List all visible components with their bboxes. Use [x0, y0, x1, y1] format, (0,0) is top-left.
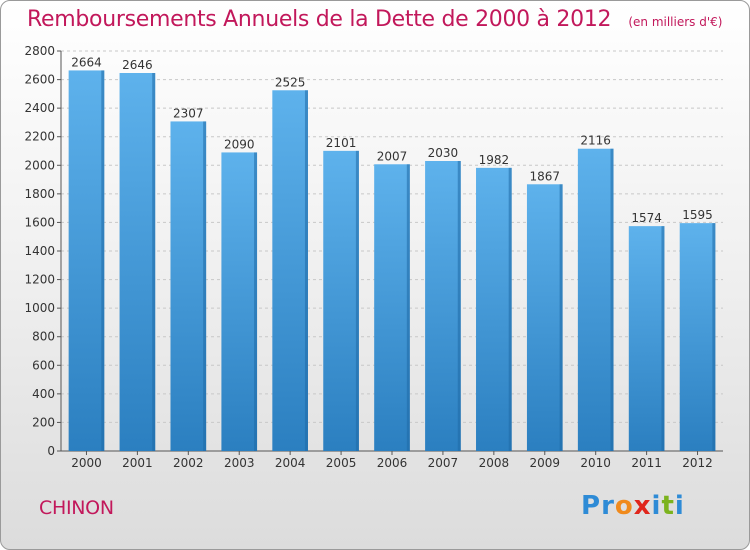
y-tick-label: 2400 [24, 101, 55, 115]
city-name: CHINON [39, 497, 114, 519]
x-tick-label: 2010 [580, 456, 611, 470]
bar-value-label: 2007 [377, 149, 408, 163]
bar-value-label: 1574 [631, 211, 662, 225]
bar-shade [304, 90, 308, 452]
bar-shade [661, 226, 665, 451]
bar [170, 121, 207, 451]
bar [221, 152, 258, 451]
bar-value-label: 1595 [682, 208, 713, 222]
y-tick-label: 200 [32, 415, 55, 429]
bar [577, 148, 614, 451]
y-tick-label: 2600 [24, 73, 55, 87]
bar-shade [152, 73, 156, 451]
logo-letter: r [601, 491, 615, 521]
bar [679, 223, 716, 451]
chart-unit: (en milliers d'€) [628, 15, 723, 29]
y-tick-label: 0 [47, 444, 55, 458]
proxiti-logo: Proxiti [581, 491, 685, 521]
x-tick-label: 2007 [428, 456, 459, 470]
y-tick-label: 1000 [24, 301, 55, 315]
bar-shade [203, 121, 207, 451]
bar-shade [355, 150, 359, 451]
y-tick-label: 1600 [24, 215, 55, 229]
bar [323, 150, 359, 451]
bar-value-label: 1867 [529, 169, 560, 183]
x-tick-label: 2008 [479, 456, 510, 470]
bar [526, 184, 563, 452]
bar-shade [559, 184, 563, 452]
bar-shade [101, 70, 105, 451]
logo-letter: t [661, 491, 675, 521]
bar [374, 164, 410, 452]
bar [68, 70, 105, 451]
logo-letter: i [651, 491, 662, 521]
bar-value-label: 2030 [428, 146, 459, 160]
bar [476, 167, 512, 451]
y-tick-label: 1800 [24, 187, 55, 201]
bar [628, 226, 665, 451]
y-tick-label: 2800 [24, 44, 55, 58]
logo-letter: o [614, 491, 634, 521]
x-tick-label: 2012 [682, 456, 713, 470]
x-tick-label: 2009 [529, 456, 560, 470]
bar-shade [712, 223, 716, 451]
bar-shade [406, 164, 410, 452]
bar-value-label: 2646 [122, 58, 153, 72]
x-tick-label: 2002 [173, 456, 204, 470]
logo-letter: i [674, 491, 685, 521]
bar [272, 90, 308, 452]
y-tick-label: 1200 [24, 273, 55, 287]
bar-value-label: 2101 [326, 136, 357, 150]
x-tick-label: 2006 [377, 456, 408, 470]
x-tick-label: 2005 [326, 456, 357, 470]
bar-value-label: 2307 [173, 106, 204, 120]
y-tick-label: 2000 [24, 158, 55, 172]
x-tick-label: 2003 [224, 456, 255, 470]
bar-shade [457, 161, 461, 451]
bar-value-label: 1982 [479, 153, 510, 167]
logo-letter: P [581, 491, 602, 521]
chart-title: Remboursements Annuels de la Dette de 20… [27, 7, 612, 32]
bar [119, 73, 156, 451]
bar-value-label: 2090 [224, 137, 255, 151]
x-tick-label: 2000 [71, 456, 102, 470]
bar-value-label: 2525 [275, 75, 306, 89]
bar-shade [610, 148, 614, 451]
title-line: Remboursements Annuels de la Dette de 20… [27, 7, 722, 32]
y-tick-label: 2200 [24, 130, 55, 144]
x-tick-label: 2011 [631, 456, 662, 470]
logo-letter: x [633, 491, 652, 521]
x-tick-label: 2001 [122, 456, 153, 470]
y-tick-label: 600 [32, 358, 55, 372]
y-tick-label: 800 [32, 330, 55, 344]
bar-value-label: 2664 [71, 55, 102, 69]
bar-value-label: 2116 [580, 134, 611, 148]
y-tick-label: 1400 [24, 244, 55, 258]
x-tick-label: 2004 [275, 456, 306, 470]
bar [425, 161, 461, 451]
bar-shade [254, 152, 258, 451]
bar-shade [508, 167, 512, 451]
y-tick-label: 400 [32, 387, 55, 401]
